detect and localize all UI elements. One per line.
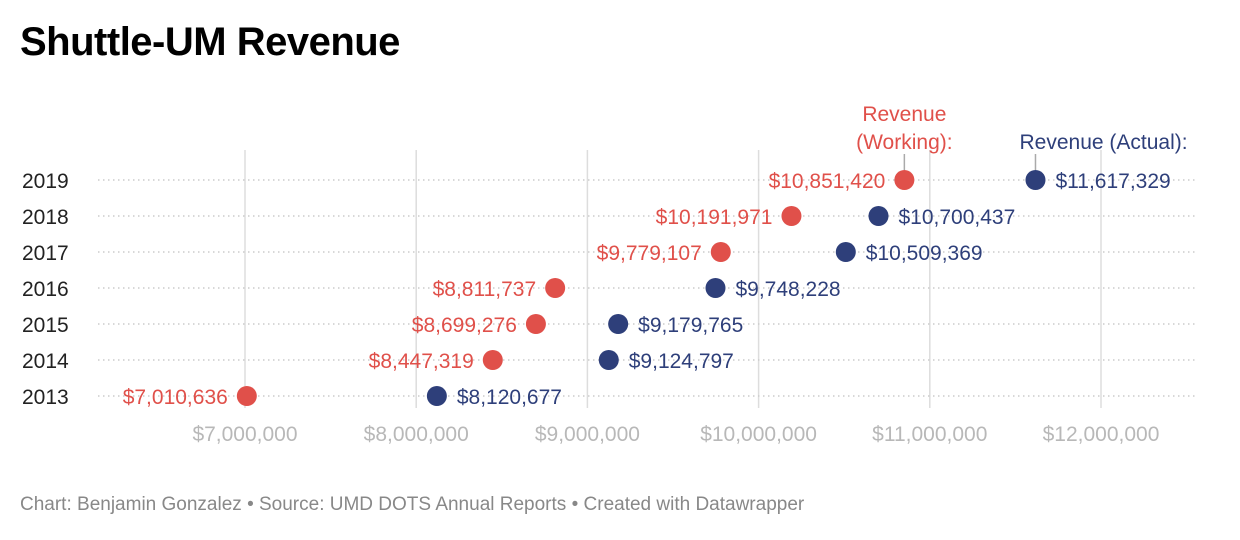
working-value-label: $8,447,319 — [369, 350, 474, 373]
actual-dot — [868, 206, 889, 226]
x-tick-label: $12,000,000 — [1043, 423, 1160, 446]
actual-value-label: $10,700,437 — [899, 206, 1016, 229]
actual-dot — [835, 242, 856, 262]
working-dot — [545, 278, 566, 298]
dot-range-chart: $7,000,000 $8,000,000 $9,000,000 $10,000,00… — [22, 103, 1198, 446]
working-dot — [482, 350, 503, 370]
working-value-label: $8,811,737 — [433, 278, 537, 301]
actual-dot — [608, 314, 629, 334]
working-series-label: (Working): — [856, 131, 952, 154]
working-dot — [894, 170, 915, 190]
actual-dot — [1025, 170, 1046, 190]
footer-source: Source: UMD DOTS Annual Reports — [259, 494, 567, 515]
rows-layer: 2019 $10,851,420 $11,617,329 2018 $10,191,97… — [22, 170, 1171, 409]
year-label: 2014 — [22, 350, 69, 373]
working-dot — [781, 206, 802, 226]
working-value-label: $10,851,420 — [769, 170, 886, 193]
chart-footer: Chart: Benjamin Gonzalez • Source: UMD D… — [20, 494, 804, 516]
actual-dot — [705, 278, 726, 298]
footer-separator: • — [247, 494, 254, 515]
year-label: 2018 — [22, 206, 69, 229]
year-label: 2019 — [22, 170, 69, 193]
year-label: 2013 — [22, 386, 69, 409]
actual-value-label: $9,124,797 — [629, 350, 734, 373]
year-label: 2015 — [22, 314, 69, 337]
x-tick-label: $11,000,000 — [872, 423, 987, 446]
x-tick-label: $7,000,000 — [192, 423, 297, 446]
working-value-label: $8,699,276 — [412, 314, 517, 337]
working-value-label: $7,010,636 — [123, 386, 228, 409]
working-series-label: Revenue — [862, 103, 946, 126]
actual-value-label: $9,748,228 — [735, 278, 840, 301]
actual-value-label: $8,120,677 — [457, 386, 562, 409]
legend-layer: Revenue (Working): Revenue (Actual): — [856, 103, 1188, 170]
working-dot — [525, 314, 546, 334]
chart-title: Shuttle-UM Revenue — [20, 20, 400, 64]
footer-credit: Chart: Benjamin Gonzalez — [20, 494, 242, 515]
year-label: 2017 — [22, 242, 69, 265]
working-value-label: $9,779,107 — [597, 242, 702, 265]
x-tick-label: $10,000,000 — [700, 423, 817, 446]
working-dot — [236, 386, 257, 406]
x-tick-label: $9,000,000 — [535, 423, 640, 446]
actual-value-label: $10,509,369 — [866, 242, 983, 265]
actual-value-label: $11,617,329 — [1055, 170, 1170, 193]
actual-value-label: $9,179,765 — [638, 314, 743, 337]
footer-separator: • — [571, 494, 579, 515]
year-label: 2016 — [22, 278, 69, 301]
actual-series-label: Revenue (Actual): — [1019, 131, 1187, 154]
working-value-label: $10,191,971 — [656, 206, 773, 229]
working-dot — [710, 242, 731, 262]
actual-dot — [598, 350, 619, 370]
grid-layer: $7,000,000 $8,000,000 $9,000,000 $10,000,00… — [98, 150, 1198, 446]
x-tick-label: $8,000,000 — [364, 423, 469, 446]
actual-dot — [426, 386, 447, 406]
footer-created-with: Created with Datawrapper — [583, 494, 805, 515]
